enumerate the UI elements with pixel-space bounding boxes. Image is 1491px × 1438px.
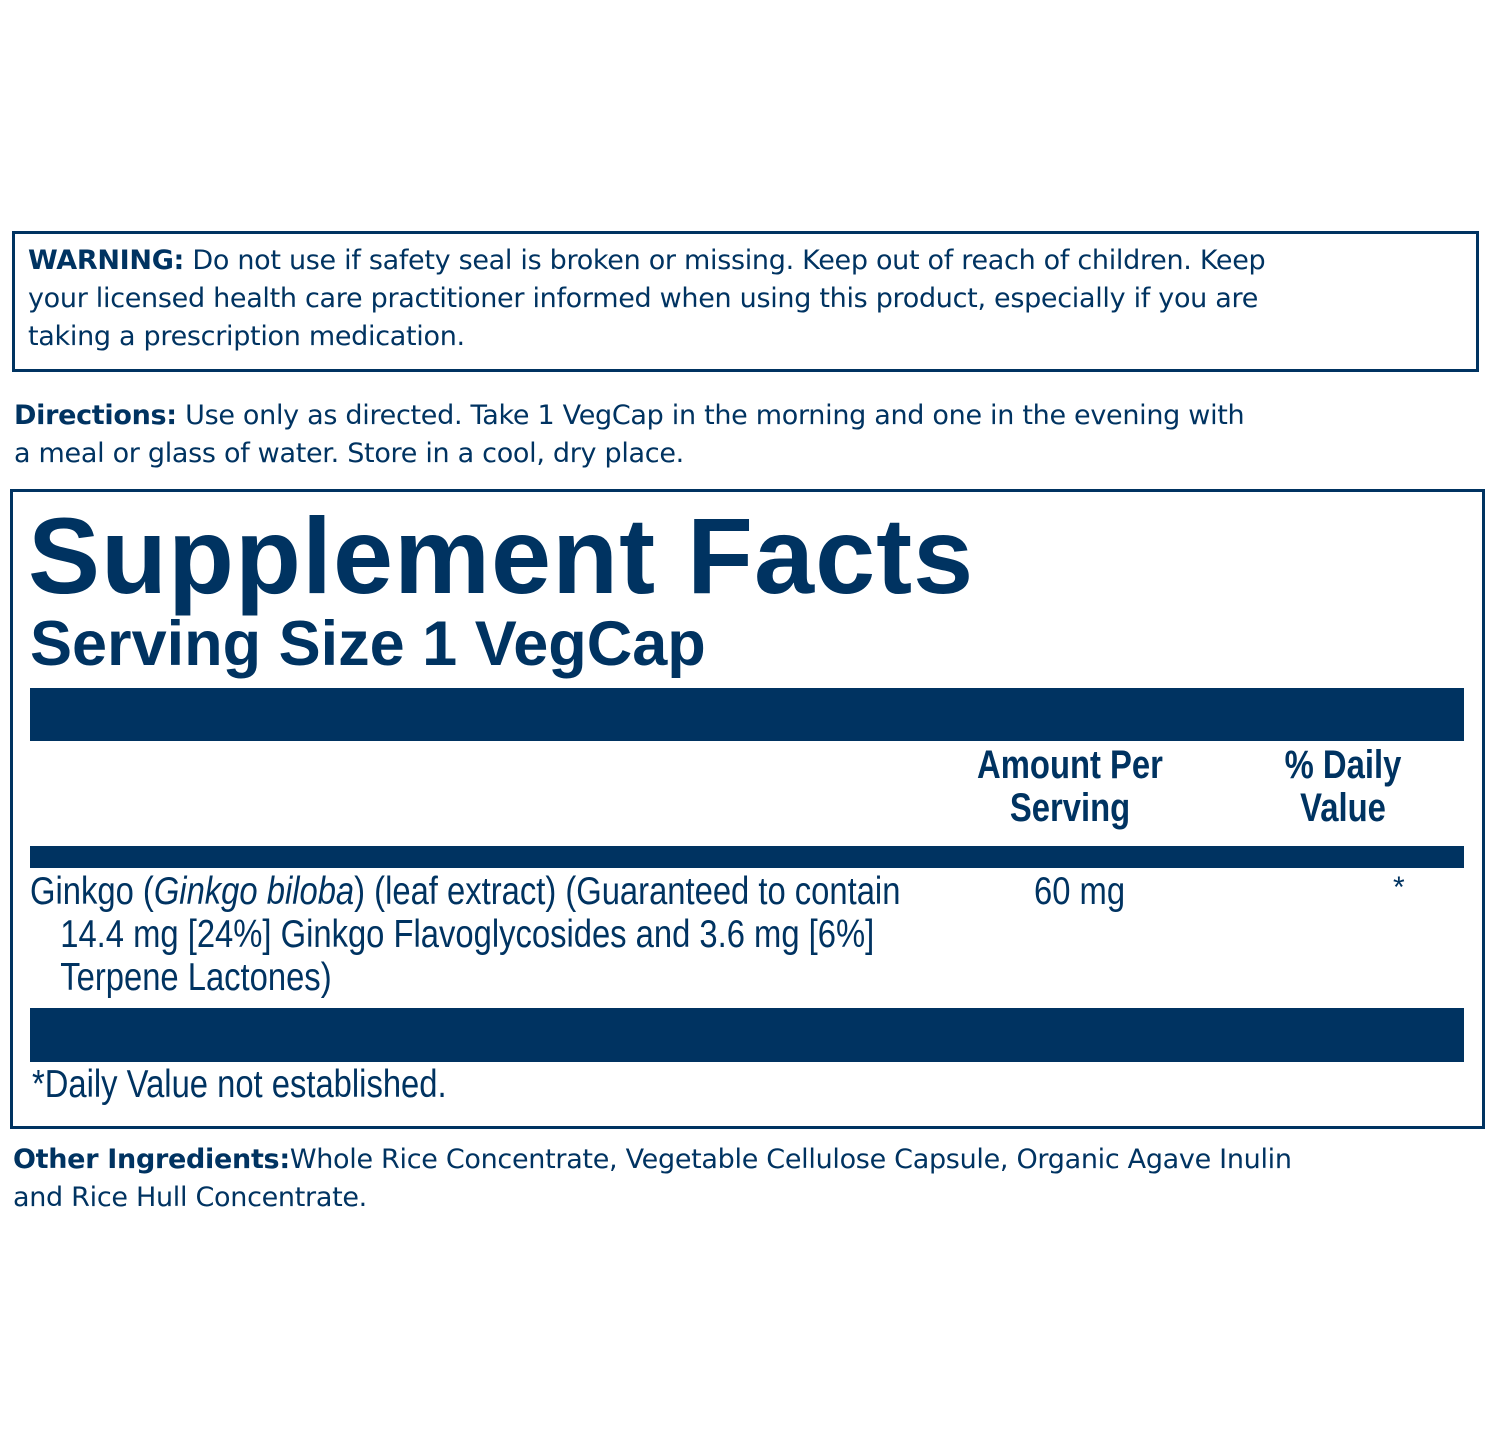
footnote: *Daily Value not established. [32, 1063, 447, 1106]
bottom-divider [30, 1008, 1464, 1062]
ingredient-ginkgo: Ginkgo (Ginkgo biloba) (leaf extract) (G… [30, 870, 901, 999]
warning-text: WARNING: Do not use if safety seal is br… [28, 242, 1266, 356]
directions-label: Directions: [14, 400, 177, 431]
amount-per-serving-header: Amount Per Serving [977, 743, 1163, 830]
serving-size: Serving Size 1 VegCap [30, 609, 706, 679]
warning-line: your licensed health care practitioner i… [28, 283, 1259, 314]
warning-box [12, 231, 1479, 372]
thick-divider [30, 688, 1464, 741]
ingredient-dv: * [1393, 871, 1405, 904]
other-ingredients-label: Other Ingredients: [13, 1144, 290, 1175]
daily-value-header: % Daily Value [1284, 743, 1402, 830]
directions-line: a meal or glass of water. Store in a coo… [14, 438, 684, 469]
other-ingredients-text: Other Ingredients:Whole Rice Concentrate… [13, 1141, 1292, 1217]
ingredient-amount: 60 mg [1034, 870, 1126, 913]
medium-divider [30, 846, 1464, 868]
warning-line: taking a prescription medication. [28, 321, 465, 352]
other-ingredients-line: Whole Rice Concentrate, Vegetable Cellul… [289, 1144, 1292, 1175]
supplement-facts-panel [10, 489, 1485, 1129]
directions-text: Directions: Use only as directed. Take 1… [14, 397, 1245, 473]
warning-line: Do not use if safety seal is broken or m… [192, 245, 1266, 276]
directions-line: Use only as directed. Take 1 VegCap in t… [185, 400, 1245, 431]
latin-name: Ginkgo biloba [153, 870, 355, 913]
other-ingredients-line: and Rice Hull Concentrate. [13, 1182, 367, 1213]
warning-label: WARNING: [28, 245, 185, 276]
facts-title: Supplement Facts [28, 495, 975, 616]
